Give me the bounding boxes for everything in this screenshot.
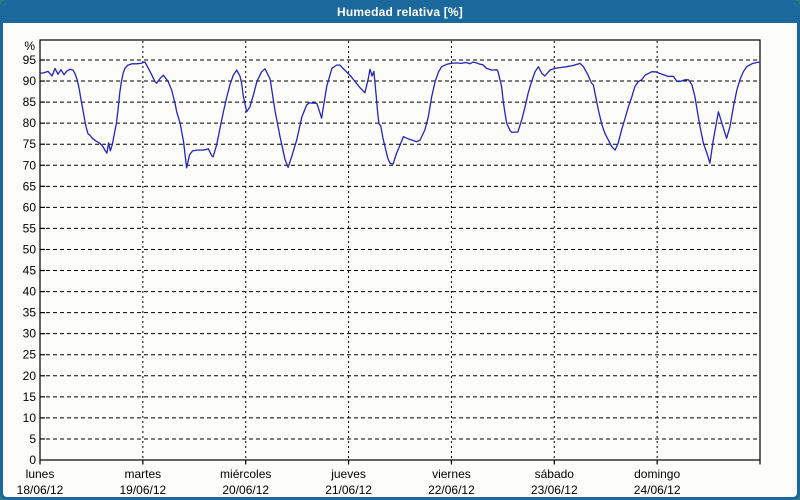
window-title: Humedad relativa [%] — [336, 5, 464, 19]
title-bar: Humedad relativa [%] — [3, 3, 797, 23]
